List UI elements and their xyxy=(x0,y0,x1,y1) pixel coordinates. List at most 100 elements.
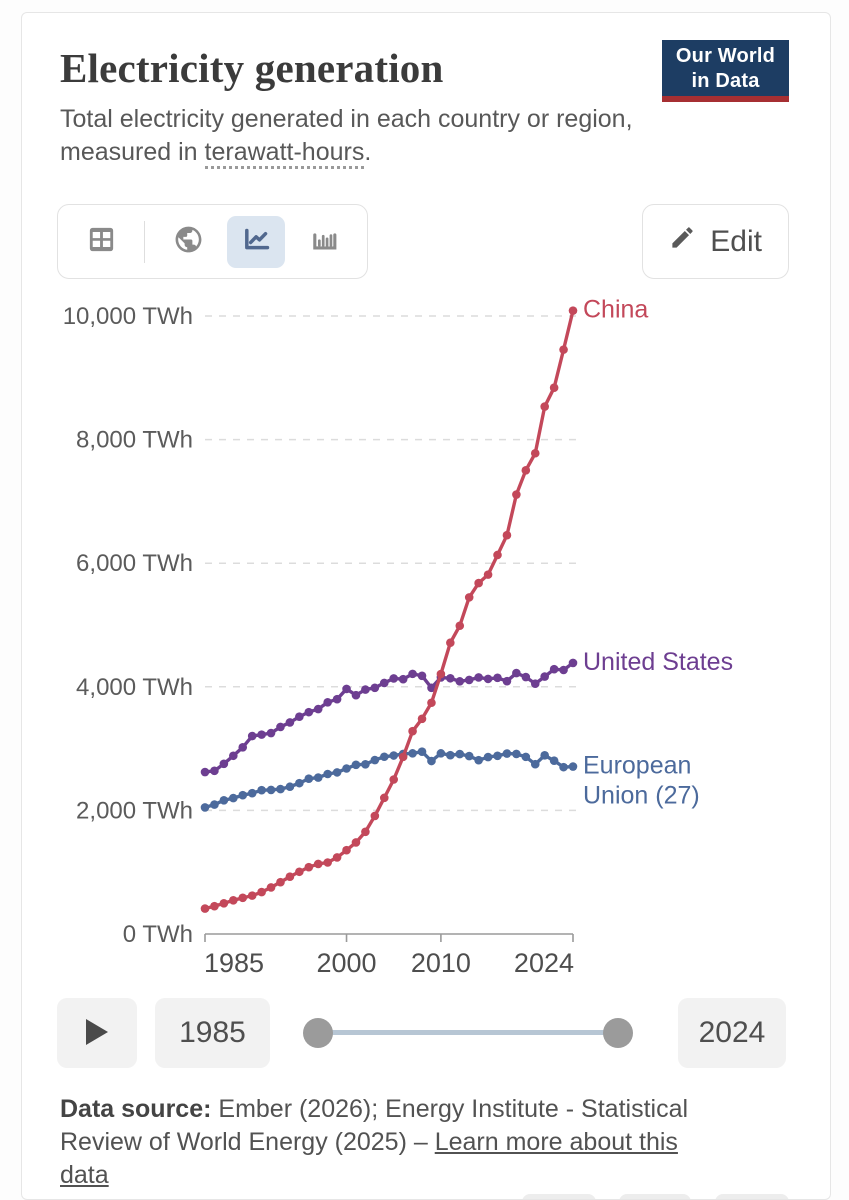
data-point-united-states[interactable] xyxy=(446,673,455,683)
data-point-united-states[interactable] xyxy=(408,669,417,679)
edit-button[interactable]: Edit xyxy=(642,204,789,279)
series-label-united-states[interactable]: United States xyxy=(583,648,733,676)
data-point-european-union-27[interactable] xyxy=(219,796,229,805)
data-point-european-union-27[interactable] xyxy=(257,785,266,795)
data-point-united-states[interactable] xyxy=(229,751,238,761)
data-point-european-union-27[interactable] xyxy=(493,751,502,761)
data-point-european-union-27[interactable] xyxy=(417,747,427,756)
data-point-china[interactable] xyxy=(285,872,295,881)
data-point-china[interactable] xyxy=(512,490,521,499)
data-point-european-union-27[interactable] xyxy=(304,774,314,783)
owid-logo[interactable]: Our World in Data xyxy=(662,40,789,102)
data-point-china[interactable] xyxy=(530,448,540,458)
data-point-china[interactable] xyxy=(238,893,248,903)
data-point-united-states[interactable] xyxy=(398,674,408,684)
data-point-china[interactable] xyxy=(521,466,531,475)
data-point-china[interactable] xyxy=(474,578,483,588)
map-view-button[interactable] xyxy=(159,216,217,268)
data-point-united-states[interactable] xyxy=(530,679,540,689)
data-point-united-states[interactable] xyxy=(493,673,502,683)
data-point-china[interactable] xyxy=(295,867,304,877)
slider-handle-end[interactable] xyxy=(603,1018,633,1048)
data-point-china[interactable] xyxy=(219,898,229,908)
data-point-united-states[interactable] xyxy=(342,684,351,694)
data-point-united-states[interactable] xyxy=(540,672,549,681)
data-point-china[interactable] xyxy=(483,570,493,579)
data-point-european-union-27[interactable] xyxy=(436,749,446,758)
timeline-slider[interactable] xyxy=(288,998,660,1068)
data-point-united-states[interactable] xyxy=(521,672,531,682)
data-point-united-states[interactable] xyxy=(257,730,266,739)
data-point-united-states[interactable] xyxy=(455,677,465,686)
data-point-china[interactable] xyxy=(313,859,323,869)
data-point-united-states[interactable] xyxy=(323,698,332,707)
data-point-united-states[interactable] xyxy=(549,664,559,674)
data-point-european-union-27[interactable] xyxy=(200,803,210,812)
learn-more-link[interactable]: Learn more about this data xyxy=(60,1128,678,1189)
data-point-china[interactable] xyxy=(398,752,408,762)
data-point-european-union-27[interactable] xyxy=(285,782,295,792)
data-point-china[interactable] xyxy=(540,402,549,411)
data-point-european-union-27[interactable] xyxy=(238,790,248,800)
data-point-european-union-27[interactable] xyxy=(474,755,483,765)
data-point-china[interactable] xyxy=(417,714,427,724)
data-point-united-states[interactable] xyxy=(370,683,380,693)
data-point-united-states[interactable] xyxy=(210,766,219,776)
data-point-european-union-27[interactable] xyxy=(351,760,361,770)
series-label-european-union-27[interactable]: European xyxy=(583,752,691,780)
data-point-european-union-27[interactable] xyxy=(464,751,474,761)
data-point-european-union-27[interactable] xyxy=(540,751,549,760)
data-point-united-states[interactable] xyxy=(568,658,578,668)
data-point-european-union-27[interactable] xyxy=(247,788,257,798)
data-point-united-states[interactable] xyxy=(295,712,304,721)
data-point-european-union-27[interactable] xyxy=(313,773,323,782)
data-point-china[interactable] xyxy=(247,891,257,900)
data-point-china[interactable] xyxy=(568,306,578,315)
series-line-united-states[interactable] xyxy=(203,661,575,774)
line-chart-view-button[interactable] xyxy=(227,215,285,268)
data-point-united-states[interactable] xyxy=(285,718,295,727)
cut-off-action-button[interactable] xyxy=(619,1194,691,1199)
data-point-united-states[interactable] xyxy=(276,722,285,732)
data-point-united-states[interactable] xyxy=(379,678,389,688)
series-line-china[interactable] xyxy=(203,308,575,911)
data-point-china[interactable] xyxy=(304,862,314,872)
data-point-united-states[interactable] xyxy=(502,676,512,686)
data-point-european-union-27[interactable] xyxy=(549,756,559,766)
data-point-china[interactable] xyxy=(210,901,219,911)
data-point-china[interactable] xyxy=(323,858,332,867)
data-point-european-union-27[interactable] xyxy=(295,778,304,788)
data-point-china[interactable] xyxy=(427,698,436,708)
data-point-united-states[interactable] xyxy=(351,690,361,700)
timeline-start-year[interactable]: 1985 xyxy=(155,998,270,1068)
data-point-china[interactable] xyxy=(361,827,370,837)
data-point-european-union-27[interactable] xyxy=(455,749,465,759)
data-point-european-union-27[interactable] xyxy=(521,752,531,762)
data-point-china[interactable] xyxy=(549,383,559,392)
data-point-united-states[interactable] xyxy=(313,704,323,714)
data-point-china[interactable] xyxy=(351,838,361,847)
data-point-european-union-27[interactable] xyxy=(323,769,332,779)
cut-off-action-button[interactable] xyxy=(715,1194,789,1199)
data-point-european-union-27[interactable] xyxy=(568,762,578,771)
data-point-european-union-27[interactable] xyxy=(210,800,219,809)
data-point-united-states[interactable] xyxy=(474,673,483,682)
data-point-european-union-27[interactable] xyxy=(370,755,380,765)
data-point-european-union-27[interactable] xyxy=(446,750,455,760)
data-point-china[interactable] xyxy=(370,811,380,821)
series-label-china[interactable]: China xyxy=(583,296,648,324)
data-point-china[interactable] xyxy=(229,896,238,905)
data-point-united-states[interactable] xyxy=(389,674,399,683)
data-point-china[interactable] xyxy=(257,887,266,897)
data-point-european-union-27[interactable] xyxy=(512,749,521,759)
data-point-united-states[interactable] xyxy=(361,685,370,694)
data-point-european-union-27[interactable] xyxy=(389,751,399,760)
data-point-china[interactable] xyxy=(446,638,455,648)
data-point-european-union-27[interactable] xyxy=(379,752,389,762)
data-point-european-union-27[interactable] xyxy=(276,784,285,794)
data-point-united-states[interactable] xyxy=(464,675,474,685)
data-point-united-states[interactable] xyxy=(332,694,342,704)
series-line-european-union-27[interactable] xyxy=(203,749,575,810)
data-point-united-states[interactable] xyxy=(200,767,210,777)
data-point-european-union-27[interactable] xyxy=(427,756,436,766)
